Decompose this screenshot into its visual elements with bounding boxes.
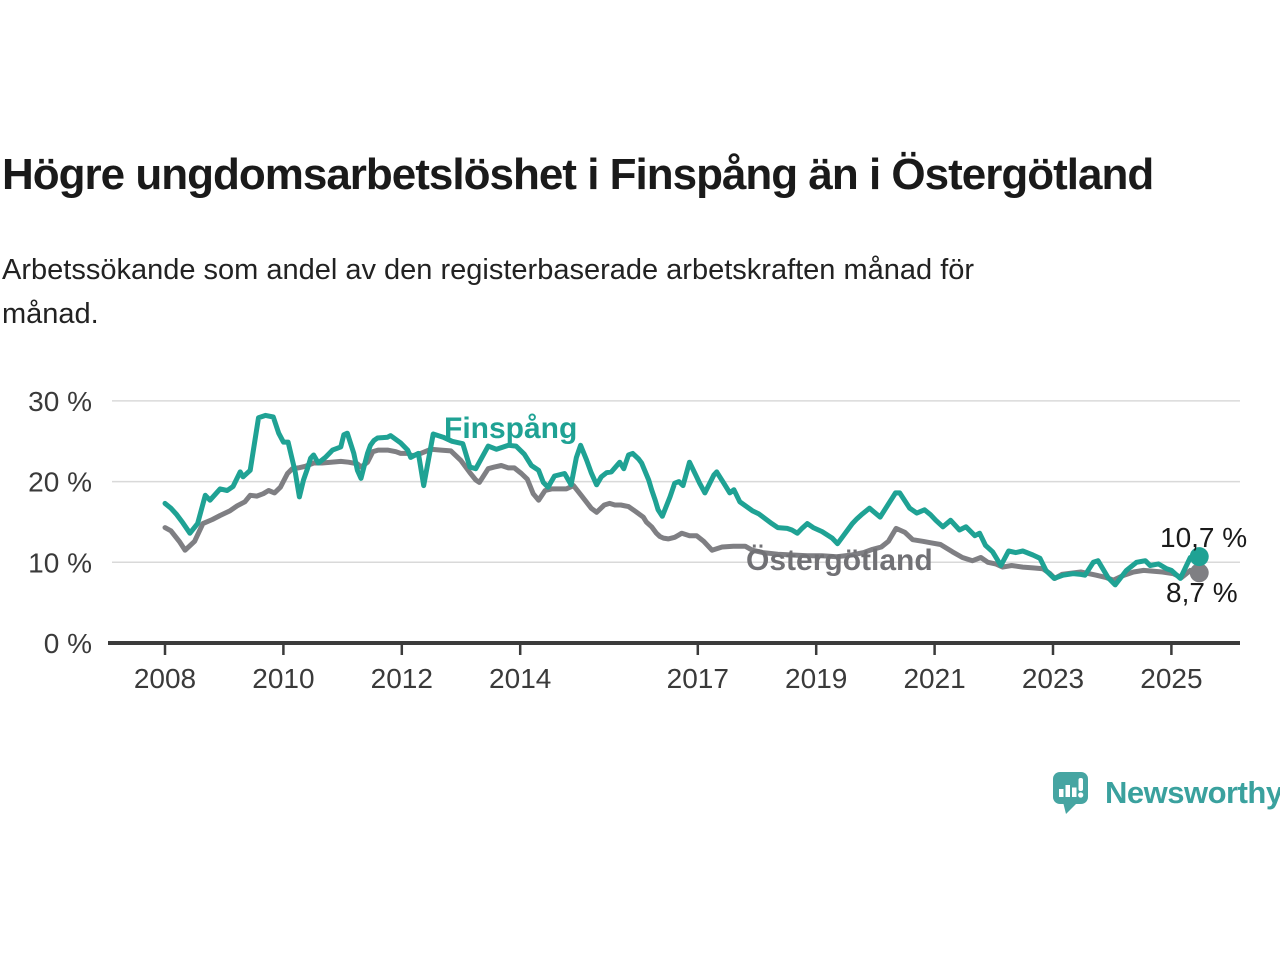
end-value-label--sterg-tland: 8,7 % xyxy=(1166,577,1238,608)
y-tick-label: 30 % xyxy=(28,386,92,417)
newsworthy-logo-text: Newsworthy xyxy=(1105,775,1280,810)
x-tick-label: 2008 xyxy=(134,663,196,694)
x-tick-label: 2017 xyxy=(667,663,729,694)
newsworthy-logo: Newsworthy xyxy=(1053,772,1280,814)
x-tick-label: 2014 xyxy=(489,663,551,694)
x-tick-label: 2010 xyxy=(252,663,314,694)
x-tick-label: 2019 xyxy=(785,663,847,694)
x-tick-label: 2025 xyxy=(1140,663,1202,694)
y-tick-label: 20 % xyxy=(28,467,92,498)
x-tick-label: 2021 xyxy=(903,663,965,694)
series-label-finsp-ng: Finspång xyxy=(444,412,577,445)
y-tick-label: 0 % xyxy=(44,628,92,659)
chart-subtitle: Arbetssökande som andel av den registerb… xyxy=(2,254,975,330)
series-label--sterg-tland: Östergötland xyxy=(746,544,933,577)
series-end-dot--sterg-tland xyxy=(1189,563,1209,583)
newsworthy-logo-icon xyxy=(1053,772,1088,814)
x-tick-label: 2023 xyxy=(1022,663,1084,694)
series-line--sterg-tland xyxy=(162,446,1202,583)
series-line-finsp-ng xyxy=(162,412,1202,588)
x-tick-label: 2012 xyxy=(371,663,433,694)
series-end-dot-finsp-ng xyxy=(1189,547,1209,567)
y-tick-label: 10 % xyxy=(28,547,92,578)
chart-title: Högre ungdomsarbetslöshet i Finspång än … xyxy=(2,150,1154,199)
end-value-label-finsp-ng: 10,7 % xyxy=(1160,522,1247,553)
